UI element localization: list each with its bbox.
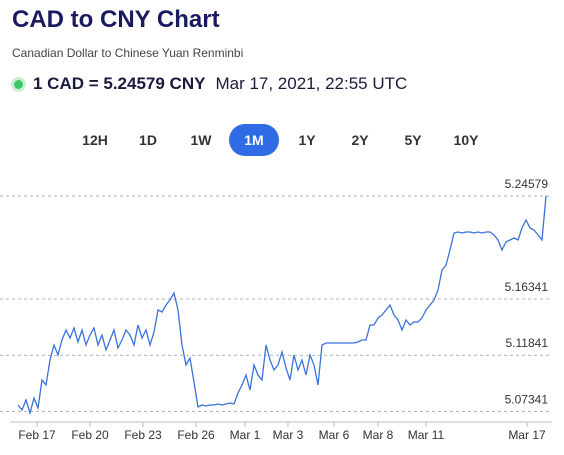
range-buttons: 12H 1D 1W 1M 1Y 2Y 5Y 10Y: [70, 124, 494, 156]
range-button[interactable]: 12H: [82, 132, 108, 148]
y-tick-label: 5.07341: [505, 392, 549, 406]
price-line: [17, 195, 547, 416]
x-tick-label: Mar 17: [508, 428, 546, 442]
x-tick-label: Feb 20: [71, 428, 109, 442]
x-tick-label: Mar 8: [363, 428, 394, 442]
x-tick-label: Mar 6: [319, 428, 350, 442]
range-button[interactable]: 1W: [190, 132, 212, 148]
x-tick-label: Mar 3: [273, 428, 304, 442]
x-tick-label: Feb 17: [18, 428, 56, 442]
rate: 1 CAD = 5.24579 CNY: [33, 74, 206, 93]
x-tick-label: Mar 1: [230, 428, 261, 442]
timestamp: Mar 17, 2021, 22:55 UTC: [215, 74, 408, 93]
x-tick-label: Feb 26: [177, 428, 215, 442]
range-button[interactable]: 5Y: [404, 132, 422, 148]
y-tick-label: 5.11841: [506, 336, 549, 350]
range-button[interactable]: 2Y: [351, 132, 369, 148]
range-button[interactable]: 1M: [229, 124, 279, 156]
y-tick-label: 5.24579: [505, 177, 549, 191]
rate-row: 1 CAD = 5.24579 CNY Mar 17, 2021, 22:55 …: [12, 74, 407, 94]
title: CAD to CNY Chart: [12, 6, 220, 33]
x-tick-label: Mar 11: [408, 428, 445, 442]
subtitle: Canadian Dollar to Chinese Yuan Renminbi: [12, 46, 244, 60]
range-button[interactable]: 10Y: [453, 132, 479, 148]
live-dot: [14, 79, 23, 89]
x-tick-label: Feb 23: [124, 428, 162, 442]
y-tick-label: 5.16341: [505, 280, 549, 294]
range-button[interactable]: 1Y: [298, 132, 316, 148]
range-button[interactable]: 1D: [139, 132, 157, 148]
